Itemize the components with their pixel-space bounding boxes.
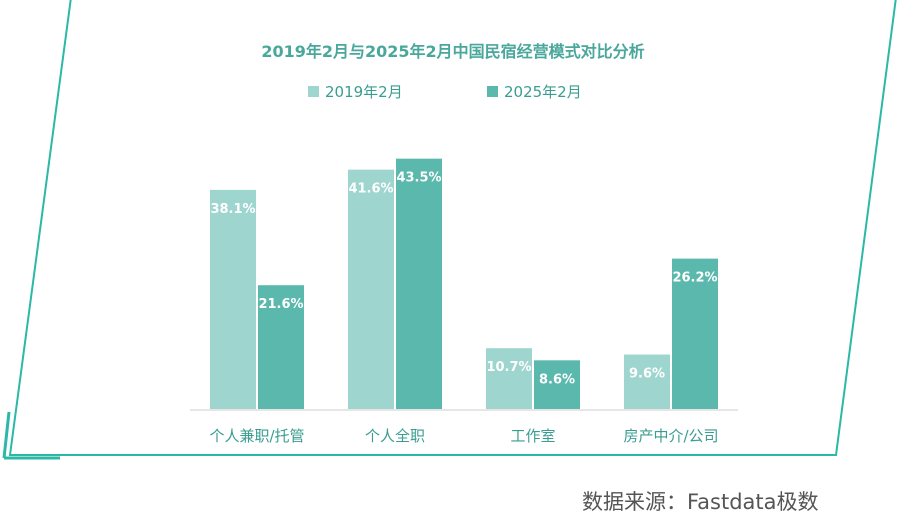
bars: 38.1% 21.6% 41.6%43.5% 10.7% 8.6% 9.6% 26.2% — [210, 158, 718, 410]
x-tick-label-1: 个人兼职/托管 — [209, 427, 304, 445]
data-label-3-series-2: 8.6% — [539, 372, 575, 387]
legend-label-1: 2019年2月 — [325, 83, 403, 101]
data-label-2-series-1: 41.6% — [348, 182, 393, 197]
bar-2-series-1 — [348, 169, 394, 410]
x-tick-label-3: 工作室 — [510, 427, 555, 445]
frame-corner-accent-vertical — [2, 411, 11, 459]
legend: 2019年2月 2025年2月 — [308, 83, 582, 101]
source-note: 数据来源：Fastdata极数 — [582, 490, 819, 514]
data-label-1-series-2: 21.6% — [258, 297, 303, 312]
data-label-4-series-1: 9.6% — [629, 367, 665, 382]
x-tick-label-2: 个人全职 — [365, 427, 425, 445]
legend-label-2: 2025年2月 — [504, 83, 582, 101]
legend-swatch-1 — [308, 86, 319, 97]
bar-1-series-2 — [258, 285, 304, 410]
chart-frame — [8, 0, 897, 456]
x-tick-label-4: 房产中介/公司 — [623, 427, 718, 445]
chart-title: 2019年2月与2025年2月中国民宿经营模式对比分析 — [261, 42, 644, 61]
data-label-3-series-1: 10.7% — [486, 360, 531, 375]
bar-4-series-2 — [672, 258, 718, 410]
data-label-1-series-1: 38.1% — [210, 202, 255, 217]
x-axis-labels: 个人兼职/托管 个人全职 工作室 房产中介/公司 — [209, 427, 718, 445]
data-label-2-series-2: 43.5% — [396, 171, 441, 186]
bar-4-series-1 — [624, 354, 670, 410]
bar-3-series-2 — [534, 360, 580, 410]
bar-3-series-1 — [486, 348, 532, 410]
bar-1-series-1 — [210, 189, 256, 410]
data-label-4-series-2: 26.2% — [672, 271, 717, 286]
legend-swatch-2 — [487, 86, 498, 97]
bar-2-series-2 — [396, 158, 442, 410]
